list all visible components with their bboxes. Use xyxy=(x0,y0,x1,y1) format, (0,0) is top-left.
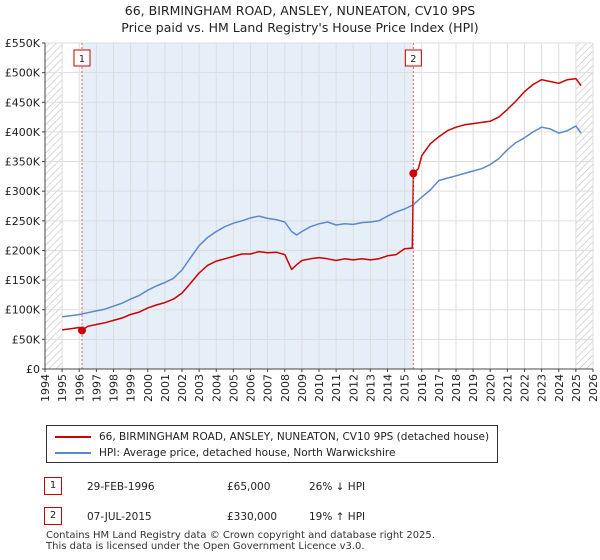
x-tick-label: 2001 xyxy=(159,374,172,402)
y-tick-label: £550K xyxy=(5,37,41,50)
chart-subtitle: Price paid vs. HM Land Registry's House … xyxy=(121,20,479,35)
footer-copyright: Contains HM Land Registry data © Crown c… xyxy=(46,530,435,541)
x-tick-label: 2016 xyxy=(416,374,429,402)
property-series-line xyxy=(61,77,582,332)
x-tick-label: 1994 xyxy=(39,374,52,402)
x-tick-label: 2011 xyxy=(330,374,343,402)
x-tick-label: 1997 xyxy=(90,374,103,402)
legend-swatch-hpi xyxy=(55,452,91,454)
footer: Contains HM Land Registry data © Crown c… xyxy=(46,530,435,552)
x-tick-label: 2025 xyxy=(570,374,583,402)
x-tick-label: 2018 xyxy=(450,374,463,402)
sale-marker-box xyxy=(73,49,91,67)
y-tick-label: £0 xyxy=(26,363,40,376)
transaction-number-badge: 1 xyxy=(44,477,62,495)
x-tick-label: 2020 xyxy=(484,374,497,402)
y-tick-label: £100K xyxy=(5,304,41,317)
legend-swatch-property xyxy=(55,436,91,438)
legend: 66, BIRMINGHAM ROAD, ANSLEY, NUNEATON, C… xyxy=(46,425,498,463)
x-tick-label: 2022 xyxy=(519,374,532,402)
sale-point xyxy=(409,169,418,178)
x-tick-label: 2012 xyxy=(347,374,360,402)
x-tick-label: 2024 xyxy=(553,374,566,402)
sale-marker-box xyxy=(404,49,422,67)
x-tick-label: 2004 xyxy=(210,374,223,402)
x-tick-label: 2021 xyxy=(501,374,514,402)
x-tick-label: 2002 xyxy=(176,374,189,402)
x-tick-label: 2008 xyxy=(279,374,292,402)
footer-license: This data is licensed under the Open Gov… xyxy=(46,541,365,552)
x-tick-label: 2023 xyxy=(536,374,549,402)
transaction-date: 29-FEB-1996 xyxy=(87,481,155,493)
y-tick-label: £400K xyxy=(5,126,41,139)
y-tick-label: £450K xyxy=(5,96,41,109)
x-tick-label: 2005 xyxy=(227,374,240,402)
y-tick-label: £350K xyxy=(5,156,41,169)
x-tick-label: 1999 xyxy=(125,374,138,402)
legend-item-property: 66, BIRMINGHAM ROAD, ANSLEY, NUNEATON, C… xyxy=(55,429,489,445)
transaction-price: £330,000 xyxy=(227,511,278,523)
sale-point xyxy=(77,326,86,335)
transaction-hpi-relation: 26% ↓ HPI xyxy=(309,481,366,493)
y-tick-label: £200K xyxy=(5,244,41,257)
transaction-date: 07-JUL-2015 xyxy=(87,511,152,523)
sale-marker-label: 1 xyxy=(79,54,85,65)
x-tick-label: 2015 xyxy=(399,374,412,402)
x-tick-label: 2003 xyxy=(193,374,206,402)
x-tick-label: 2006 xyxy=(245,374,258,402)
x-tick-label: 2009 xyxy=(296,374,309,402)
hatched-no-data-band xyxy=(45,43,63,369)
x-tick-label: 2014 xyxy=(382,374,395,402)
x-tick-label: 1995 xyxy=(56,374,69,402)
x-tick-label: 2017 xyxy=(433,374,446,402)
y-tick-label: £50K xyxy=(12,333,41,346)
y-tick-label: £300K xyxy=(5,185,41,198)
transaction-number-badge: 2 xyxy=(44,507,62,525)
transaction-price: £65,000 xyxy=(227,481,271,493)
chart-title-block: 66, BIRMINGHAM ROAD, ANSLEY, NUNEATON, C… xyxy=(0,2,600,36)
hatched-no-data-band xyxy=(575,43,593,369)
x-tick-label: 2007 xyxy=(262,374,275,402)
ownership-shaded-band xyxy=(81,43,414,369)
x-tick-label: 2019 xyxy=(467,374,480,402)
x-tick-label: 2026 xyxy=(587,374,600,402)
sale-marker-label: 2 xyxy=(410,54,416,65)
hpi-series-line xyxy=(62,125,582,318)
y-tick-label: £500K xyxy=(5,67,41,80)
x-tick-label: 2010 xyxy=(313,374,326,402)
legend-label-property: 66, BIRMINGHAM ROAD, ANSLEY, NUNEATON, C… xyxy=(99,431,490,443)
x-tick-label: 1996 xyxy=(73,374,86,402)
x-tick-label: 2013 xyxy=(364,374,377,402)
chart-title: 66, BIRMINGHAM ROAD, ANSLEY, NUNEATON, C… xyxy=(124,3,476,18)
x-tick-label: 1998 xyxy=(108,374,121,402)
x-tick-label: 2000 xyxy=(142,374,155,402)
legend-label-hpi: HPI: Average price, detached house, Nort… xyxy=(99,447,396,459)
transaction-hpi-relation: 19% ↑ HPI xyxy=(309,511,366,523)
legend-item-hpi: HPI: Average price, detached house, Nort… xyxy=(55,445,395,461)
price-chart: 1 2 £0 £50K £100K £150K £200K £250K £300K £350K £… xyxy=(5,37,600,402)
y-tick-label: £250K xyxy=(5,215,41,228)
y-tick-label: £150K xyxy=(5,274,41,287)
